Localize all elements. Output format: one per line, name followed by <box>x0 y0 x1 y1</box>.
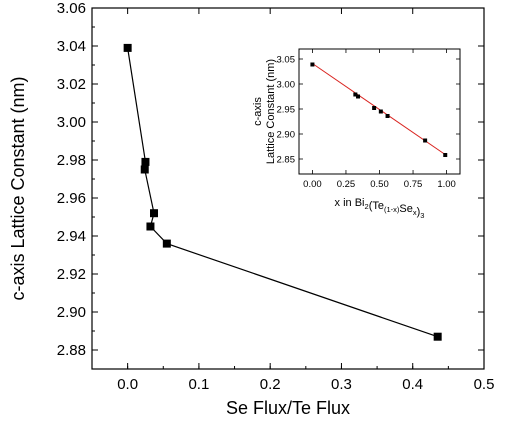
inset-data-point <box>378 109 383 114</box>
data-point <box>146 222 155 231</box>
inset-x-axis-title-part: x in Bi <box>335 197 365 209</box>
inset-x-tick-label: 0.00 <box>303 179 322 190</box>
inset-x-axis-title-part: ) <box>417 206 421 218</box>
y-tick-label: 3.04 <box>57 38 86 55</box>
inset-x-axis-title: x in Bi2(Te(1-x)Sex)3 <box>335 197 425 220</box>
inset-y-tick-label: 2.90 <box>277 130 296 141</box>
data-point <box>141 157 150 166</box>
data-point <box>162 239 171 248</box>
inset-y-axis-title: c-axisLattice Constant (nm) <box>252 59 277 164</box>
inset-x-tick-label: 0.25 <box>337 179 356 190</box>
inset-data-point <box>443 153 448 157</box>
inset-plot: 0.00 0.25 0.50 0.75 1.00 2.85 2.90 2.95 3.00 3.05… <box>252 48 461 220</box>
inset-x-tick-label: 1.00 <box>437 179 456 190</box>
y-tick-label: 2.90 <box>57 304 86 321</box>
inset-y-tick-label: 2.85 <box>277 155 296 166</box>
inset-y-axis-title-line: Lattice Constant (nm) <box>265 59 277 164</box>
inset-x-tick-label: 0.50 <box>370 179 389 190</box>
inset-x-axis-title-part: x <box>413 208 417 217</box>
x-tick-label: 0.1 <box>188 376 209 393</box>
y-tick-label: 3.02 <box>57 76 86 93</box>
x-tick-label: 0.2 <box>260 376 281 393</box>
data-point <box>123 43 132 52</box>
x-tick-label: 0.0 <box>117 376 138 393</box>
y-tick-label: 3.00 <box>57 114 86 131</box>
y-tick-label: 2.94 <box>57 228 86 245</box>
data-point <box>140 165 149 174</box>
y-axis-title: c-axis Lattice Constant (nm) <box>8 76 28 300</box>
y-tick-label: 2.92 <box>57 266 86 283</box>
inset-data-point <box>356 94 361 99</box>
inset-y-axis-title-line: c-axis <box>252 97 264 126</box>
inset-y-tick-label: 3.05 <box>277 55 296 66</box>
inset-data-point <box>353 92 358 97</box>
y-tick-label: 2.98 <box>57 152 86 169</box>
inset-data-point <box>310 62 315 67</box>
x-tick-label: 0.3 <box>331 376 352 393</box>
y-tick-label: 2.96 <box>57 190 86 207</box>
inset-data-point <box>423 138 428 143</box>
y-tick-label: 3.06 <box>57 0 86 17</box>
y-tick-label: 2.88 <box>57 342 86 359</box>
inset-y-tick-label: 2.95 <box>277 105 296 116</box>
inset-x-axis-title-part: (Te <box>369 200 384 212</box>
inset-x-axis-title-part: (1-x) <box>384 205 400 214</box>
inset-data-point <box>372 106 377 110</box>
plot-frame <box>91 7 485 370</box>
inset-data-point <box>385 114 390 118</box>
data-point <box>150 209 159 218</box>
inset-x-axis-title-part: 2 <box>365 202 369 211</box>
main-plot: 0.0 0.1 0.2 0.3 0.4 0.5 2.88 2.90 2.92 2.94 2.96 2.… <box>8 0 494 418</box>
inset-x-axis-title-part: 3 <box>420 211 424 220</box>
data-point <box>433 332 442 341</box>
inset-y-tick-label: 3.00 <box>277 80 296 91</box>
inset-x-axis-title-part: Se <box>399 203 412 215</box>
x-axis-title: Se Flux/Te Flux <box>226 398 350 418</box>
x-tick-label: 0.5 <box>474 376 495 393</box>
inset-x-tick-label: 0.75 <box>404 179 423 190</box>
x-tick-label: 0.4 <box>402 376 423 393</box>
